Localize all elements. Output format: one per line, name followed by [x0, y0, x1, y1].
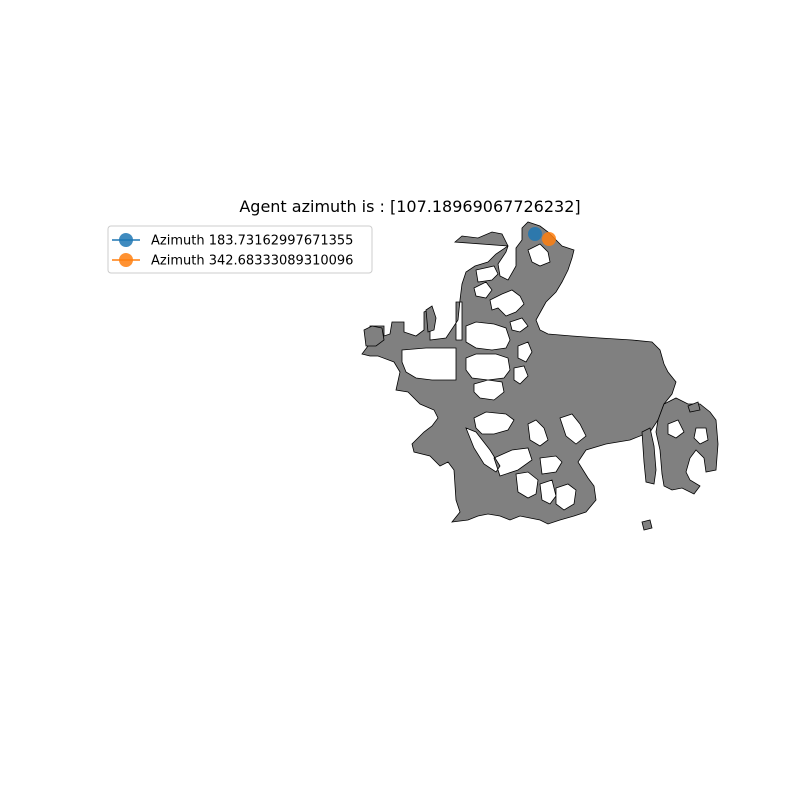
navigable-patch-small-1 — [641, 519, 653, 531]
agent-position-azimuth-342 — [542, 232, 556, 246]
legend-label-azimuth-183: Azimuth 183.73162997671355 — [151, 234, 353, 249]
legend-frame — [107, 225, 373, 274]
legend-label-azimuth-342: Azimuth 342.68333089310096 — [151, 254, 353, 269]
legend: Azimuth 183.73162997671355 Azimuth 342.6… — [107, 225, 373, 274]
navigable-patch-small-2 — [687, 401, 701, 413]
map-area — [361, 221, 719, 531]
agent-position-azimuth-183 — [528, 227, 542, 241]
navigable-patch-west — [363, 325, 385, 347]
navigable-patch-east — [655, 397, 719, 495]
navigable-patch-south-east — [641, 427, 657, 485]
legend-marker-azimuth-183 — [119, 233, 133, 247]
legend-marker-azimuth-342 — [119, 253, 133, 267]
navigable-area — [361, 221, 677, 525]
plot-title: Agent azimuth is : [107.18969067726232] — [239, 197, 580, 216]
navigable-patch-north-west — [425, 305, 437, 333]
